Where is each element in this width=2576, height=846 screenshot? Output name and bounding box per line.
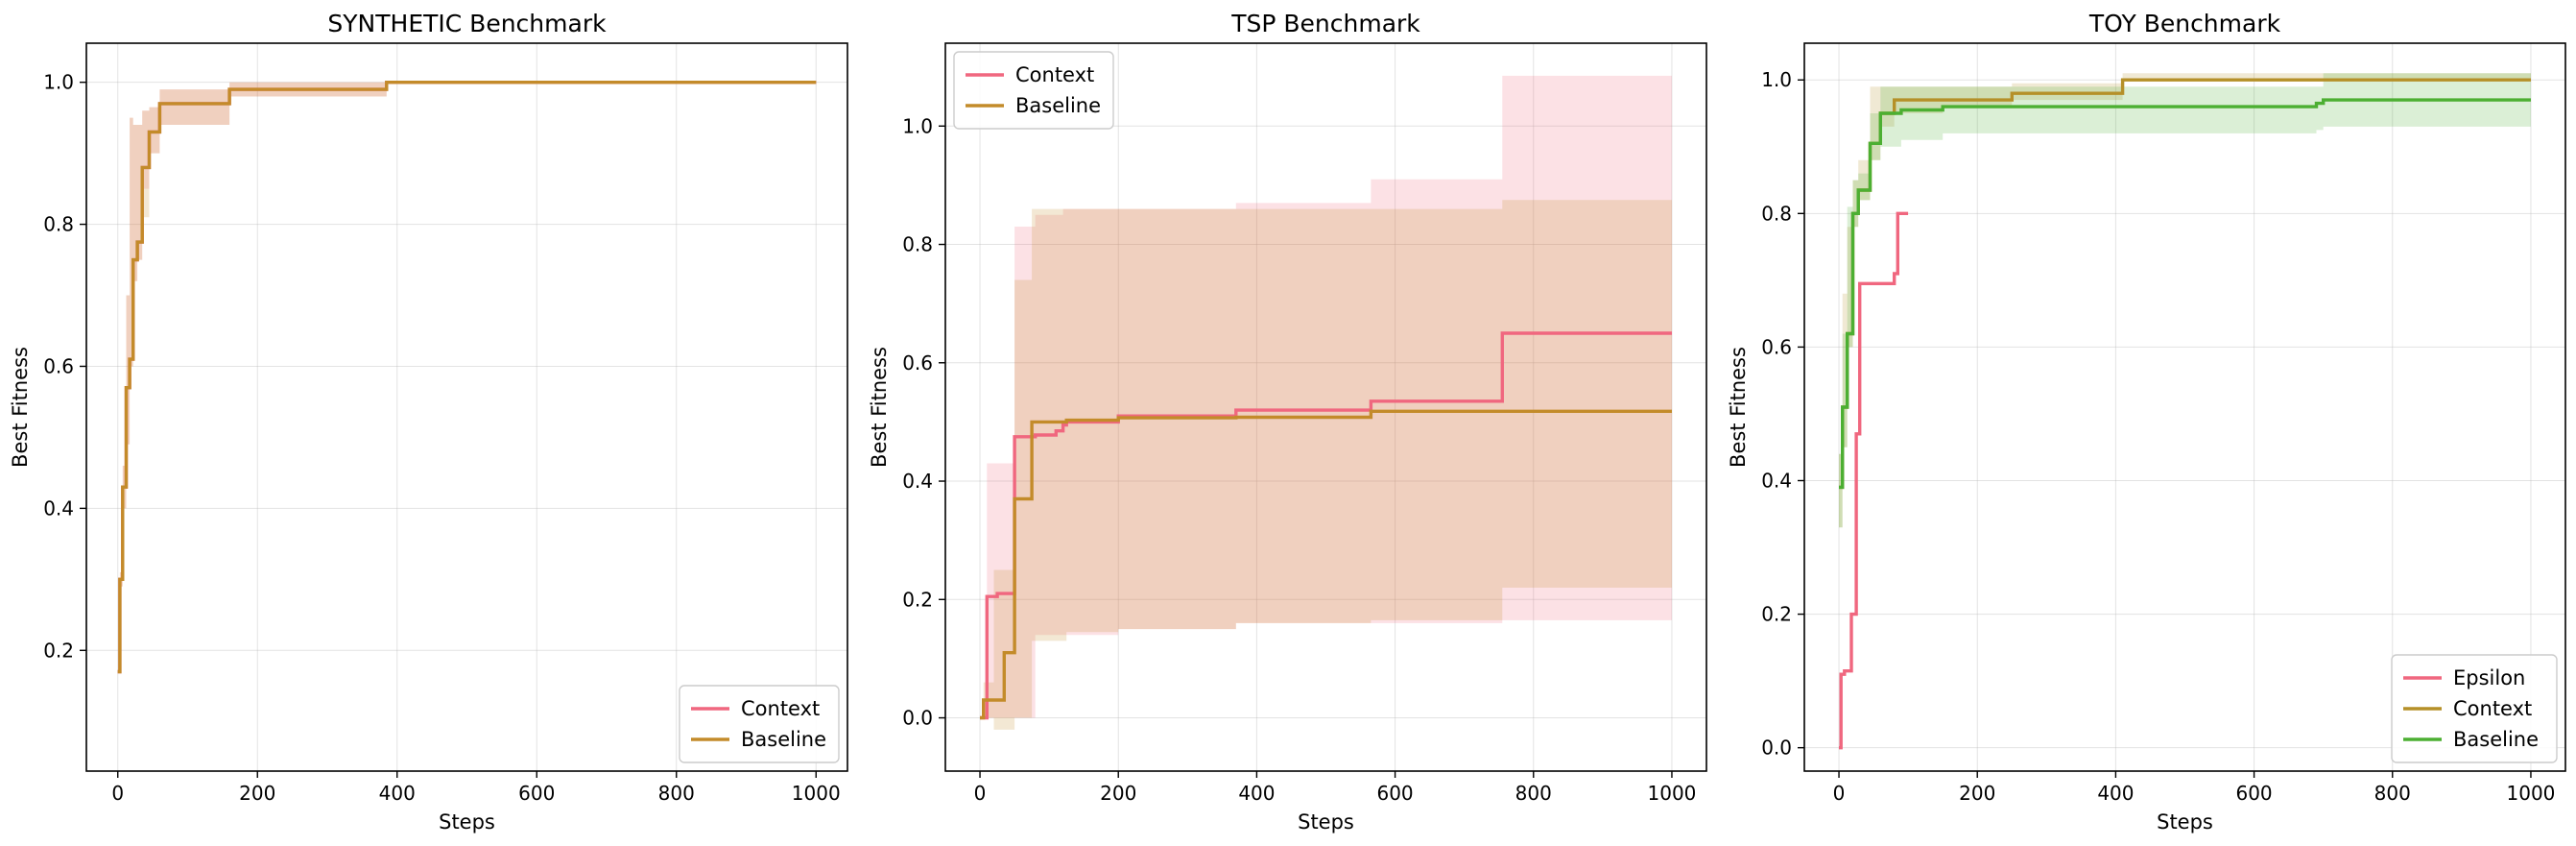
- y-tick-label: 0.6: [1761, 335, 1792, 358]
- y-tick-label: 0.8: [1761, 202, 1792, 225]
- x-axis-label: Steps: [439, 810, 495, 834]
- chart-title: SYNTHETIC Benchmark: [327, 10, 607, 37]
- x-tick-label: 600: [1376, 782, 1413, 805]
- series-line-context: [117, 81, 817, 674]
- y-tick-label: 0.2: [43, 639, 74, 662]
- x-tick-label: 800: [2374, 782, 2411, 805]
- y-tick-label: 0.6: [43, 354, 74, 377]
- band-baseline: [1839, 73, 2531, 528]
- tsp-benchmark-chart: 0 200 400 600 800 1000 0.0 0.2 0.4 0.6 0.8 1.0 TSP B…: [868, 10, 1707, 834]
- legend-label-baseline: Baseline: [2453, 728, 2539, 751]
- y-tick-label: 0.4: [1761, 469, 1792, 492]
- x-tick-label: 1000: [2507, 782, 2556, 805]
- legend-label-context: Context: [741, 697, 820, 720]
- series-line-baseline: [1839, 98, 2531, 490]
- x-tick-label: 600: [518, 782, 555, 805]
- legend: Context Baseline: [679, 685, 840, 763]
- axes-frame: [1803, 42, 2566, 772]
- x-tick-label: 800: [658, 782, 695, 805]
- band-baseline: [980, 200, 1672, 730]
- chart-title: TOY Benchmark: [2088, 10, 2281, 37]
- axes-frame: [85, 42, 848, 772]
- y-axis-label: Best Fitness: [9, 347, 32, 468]
- x-axis-label: Steps: [2157, 810, 2213, 834]
- y-tick-label: 0.8: [43, 213, 74, 236]
- legend-box: [953, 51, 1114, 130]
- x-tick-label: 400: [1238, 782, 1275, 805]
- y-tick-label: 0.0: [1761, 737, 1792, 760]
- legend-box: [2391, 654, 2558, 763]
- toy-benchmark-chart: 0 200 400 600 800 1000 0.0 0.2 0.4 0.6 0.8 1.0 TOY B…: [1727, 10, 2566, 834]
- plot-area: [1839, 73, 2531, 750]
- y-tick-label: 0.6: [902, 351, 933, 375]
- legend: Context Baseline: [953, 51, 1114, 130]
- legend-label-context: Context: [2453, 697, 2532, 720]
- x-tick-label: 1000: [792, 782, 841, 805]
- y-tick-label: 0.4: [43, 496, 74, 520]
- x-tick-label: 600: [2235, 782, 2272, 805]
- band-context: [980, 75, 1672, 718]
- y-tick-label: 0.2: [1761, 603, 1792, 626]
- x-tick-label: 200: [1100, 782, 1136, 805]
- x-tick-label: 0: [111, 782, 124, 805]
- band-context: [1839, 73, 2531, 528]
- plot-area: [117, 81, 817, 674]
- y-axis-label: Best Fitness: [868, 347, 891, 468]
- y-axis-label: Best Fitness: [1727, 347, 1750, 468]
- chart-title: TSP Benchmark: [1230, 10, 1420, 37]
- y-tick-label: 1.0: [1761, 68, 1792, 91]
- plot-area: [980, 75, 1672, 730]
- y-tick-label: 0.8: [902, 233, 933, 256]
- y-tick-label: 0.4: [902, 470, 933, 493]
- series-line-baseline: [980, 409, 1672, 720]
- y-tick-label: 1.0: [43, 71, 74, 94]
- synthetic-benchmark-chart: 0 200 400 600 800 1000 0.2 0.4 0.6 0.8 1.0 SYNTHETI…: [9, 10, 848, 834]
- y-tick-label: 0.0: [902, 707, 933, 730]
- x-axis-label: Steps: [1298, 810, 1354, 834]
- axes-frame: [944, 42, 1707, 772]
- series-line-context: [1839, 78, 2531, 490]
- band-context: [117, 82, 817, 672]
- legend-label-baseline: Baseline: [741, 728, 826, 751]
- x-tick-label: 0: [1833, 782, 1846, 805]
- series-line-context: [980, 331, 1672, 720]
- legend-label-context: Context: [1015, 63, 1094, 86]
- x-tick-label: 1000: [1648, 782, 1697, 805]
- x-tick-label: 800: [1515, 782, 1552, 805]
- legend-label-baseline: Baseline: [1015, 94, 1101, 117]
- series-line-baseline: [117, 81, 817, 674]
- x-tick-label: 0: [974, 782, 987, 805]
- x-tick-label: 400: [2097, 782, 2134, 805]
- y-tick-label: 1.0: [902, 114, 933, 137]
- y-tick-label: 0.2: [902, 588, 933, 611]
- legend: Epsilon Context Baseline: [2391, 654, 2558, 763]
- legend-label-epsilon: Epsilon: [2453, 666, 2525, 689]
- x-tick-label: 200: [1959, 782, 1995, 805]
- legend-box: [679, 685, 840, 763]
- x-tick-label: 200: [239, 782, 275, 805]
- band-baseline: [117, 82, 817, 672]
- series-line-epsilon: [1839, 211, 1909, 750]
- x-tick-label: 400: [379, 782, 416, 805]
